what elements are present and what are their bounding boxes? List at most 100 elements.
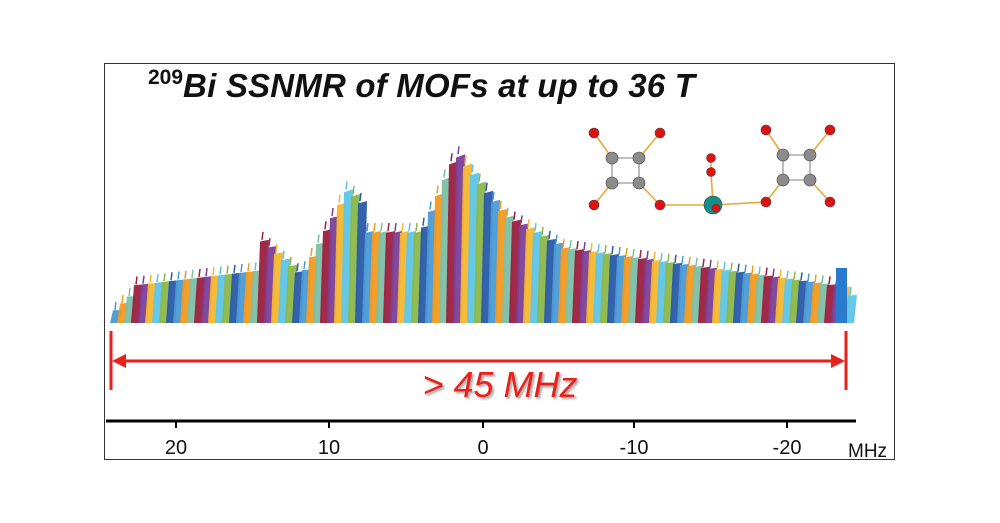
spikelet-tip (464, 155, 467, 164)
spikelet-tip (779, 269, 782, 278)
spikelet-tip (415, 222, 418, 232)
spikelet-tip (240, 263, 243, 273)
molecule-oxygen (654, 199, 666, 211)
molecule-oxygen (706, 153, 716, 163)
spikelet-tip (611, 245, 614, 255)
spikelet-tip (821, 275, 824, 284)
spikelet-tip (198, 268, 201, 278)
molecule-carbon (803, 173, 817, 187)
spikelet-tip (506, 207, 509, 216)
spikelet-tip (583, 241, 586, 251)
molecule-carbon (605, 151, 619, 165)
title-isotope: 209 (148, 66, 184, 89)
spikelet-tip (373, 222, 376, 232)
spikelet-tip (429, 201, 432, 210)
spikelet-tip (254, 262, 257, 271)
molecule-oxygen (654, 127, 666, 139)
spikelet-tip (492, 191, 495, 200)
spikelet-tip (646, 250, 649, 259)
molecule-oxygen (824, 196, 836, 208)
spikelet-tip (450, 153, 453, 162)
range-arrow-right-head (831, 354, 845, 368)
spikelet-tip (807, 273, 810, 282)
spikelet-tip (793, 271, 796, 280)
molecule-oxygen (706, 167, 716, 177)
spikelet-tip (422, 217, 425, 226)
figure-title: 209Bi SSNMR of MOFs at up to 36 T (148, 66, 695, 105)
spikelet-tip (772, 268, 775, 277)
spikelet-tip (366, 222, 369, 232)
spikelet-tip (681, 255, 684, 264)
spikelet-tip (688, 256, 691, 265)
spikelet-tip (121, 294, 124, 304)
spikelet-tip (401, 222, 404, 232)
molecule-carbon (605, 176, 619, 190)
spikelet-tip (730, 262, 733, 271)
molecule-carbon (776, 148, 790, 162)
molecule-carbon (803, 148, 817, 162)
spikelet-tip (163, 273, 166, 282)
spikelet-tip (317, 234, 320, 243)
spikelet-tip (618, 246, 621, 256)
spikelet-tip (114, 301, 117, 311)
spikelet-tip (275, 244, 278, 253)
spikelet-tip (331, 207, 334, 217)
spikelet-tip (135, 276, 138, 285)
spikelet-tip (569, 240, 572, 249)
spikelet-tip (744, 264, 747, 273)
spikelet-tip (758, 266, 761, 275)
spikelet-tip (548, 230, 551, 239)
spikelet-tip (268, 238, 271, 247)
spikelet-tip (478, 173, 481, 182)
spikelet-tip (527, 219, 530, 228)
tick-label-20: 20 (164, 437, 188, 459)
molecule-oxygen (588, 199, 600, 211)
spikelet-tip (520, 215, 523, 224)
spikelet-tip (191, 269, 194, 278)
spikelet-tip (324, 221, 327, 230)
spikelet-tip (576, 241, 579, 250)
spikelet-tip (394, 222, 397, 232)
molecule-carbon (776, 173, 790, 187)
spikelet-tip (205, 268, 208, 277)
spikelet-tip (408, 222, 411, 232)
spectrum-spikelets (110, 146, 857, 323)
spikelet-tip (261, 231, 264, 240)
spikelet-tip (247, 262, 250, 272)
tick-label-minus10: -10 (619, 437, 649, 459)
spikelet-tip (562, 239, 565, 248)
range-arrow-left-head (112, 354, 126, 368)
molecule-structure (588, 124, 836, 215)
range-arrow (109, 331, 848, 390)
spikelet-tip (289, 256, 292, 266)
molecule-oxygen (760, 196, 772, 208)
spikelet (845, 295, 857, 323)
molecule-oxygen (588, 127, 600, 139)
tick-label-minus20: -20 (772, 437, 802, 459)
spikelet-tip (702, 258, 705, 267)
molecule-oxygen (824, 124, 836, 136)
molecule-oxygen (711, 203, 721, 213)
spikelet-tip (387, 222, 390, 232)
spikelet-tip (352, 185, 355, 195)
spikelet-tip (303, 261, 306, 270)
spikelet-tip (296, 263, 299, 272)
spikelet-tip (499, 200, 502, 209)
spectrum-edge (836, 268, 847, 323)
title-text: Bi SSNMR of MOFs at up to 36 T (183, 67, 696, 104)
spikelet-tip (625, 247, 628, 257)
molecule-carbon (632, 151, 646, 165)
spikelet-tip (709, 259, 712, 268)
molecule-oxygen (760, 124, 772, 136)
x-axis (106, 419, 856, 428)
spikelet-tip (338, 194, 341, 203)
axis-unit: MHz (848, 441, 888, 462)
spikelet-tip (814, 274, 817, 283)
spikelet-tip (737, 263, 740, 272)
spikelet-tip (632, 248, 635, 258)
spikelet-tip (660, 252, 663, 261)
spikelet-tip (436, 185, 439, 194)
spikelet-tip (443, 169, 446, 178)
spikelet-tip (457, 146, 460, 155)
